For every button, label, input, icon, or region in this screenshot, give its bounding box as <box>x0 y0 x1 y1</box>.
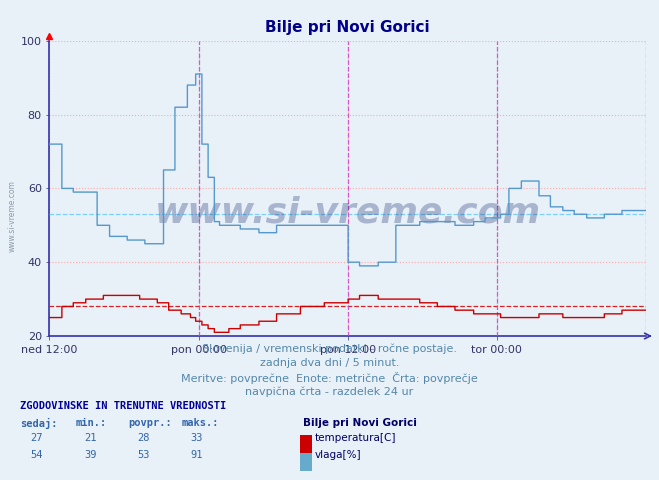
Text: sedaj:: sedaj: <box>20 418 57 429</box>
Text: maks.:: maks.: <box>181 418 219 428</box>
Text: navpična črta - razdelek 24 ur: navpična črta - razdelek 24 ur <box>245 386 414 397</box>
Text: Slovenija / vremenski podatki - ročne postaje.: Slovenija / vremenski podatki - ročne po… <box>202 343 457 354</box>
Text: 91: 91 <box>190 450 202 460</box>
Text: Meritve: povprečne  Enote: metrične  Črta: povprečje: Meritve: povprečne Enote: metrične Črta:… <box>181 372 478 384</box>
Text: 33: 33 <box>190 433 202 443</box>
Text: www.si-vreme.com: www.si-vreme.com <box>155 195 540 229</box>
Text: 54: 54 <box>30 450 42 460</box>
Text: Bilje pri Novi Gorici: Bilje pri Novi Gorici <box>303 418 417 428</box>
Title: Bilje pri Novi Gorici: Bilje pri Novi Gorici <box>266 21 430 36</box>
Text: 27: 27 <box>30 433 42 443</box>
Text: zadnja dva dni / 5 minut.: zadnja dva dni / 5 minut. <box>260 358 399 368</box>
Text: www.si-vreme.com: www.si-vreme.com <box>8 180 17 252</box>
Text: min.:: min.: <box>76 418 107 428</box>
Text: 53: 53 <box>138 450 150 460</box>
Text: temperatura[C]: temperatura[C] <box>315 433 397 443</box>
Text: 28: 28 <box>138 433 150 443</box>
Text: vlaga[%]: vlaga[%] <box>315 450 362 460</box>
Text: 21: 21 <box>85 433 97 443</box>
Text: povpr.:: povpr.: <box>129 418 172 428</box>
Text: ZGODOVINSKE IN TRENUTNE VREDNOSTI: ZGODOVINSKE IN TRENUTNE VREDNOSTI <box>20 401 226 411</box>
Text: 39: 39 <box>85 450 97 460</box>
